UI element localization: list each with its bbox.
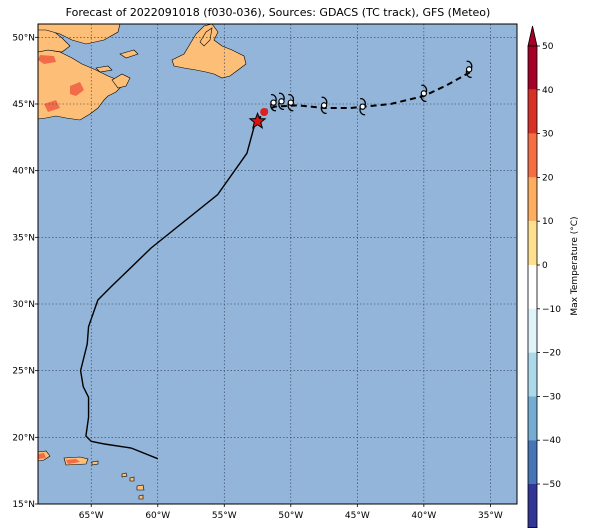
lat-tick-label: 35°N: [12, 233, 35, 243]
colorbar-tick-label: 10: [542, 217, 554, 227]
colorbar-extend-max: [527, 25, 538, 47]
land-leeward-3: [136, 484, 145, 491]
lat-tick-label: 15°N: [12, 500, 35, 510]
colorbar-tick-label: 20: [542, 173, 554, 183]
lon-tick-label: 40°W: [411, 511, 436, 521]
lon-tick-label: 35°W: [478, 511, 503, 521]
forecast-position-marker: [260, 108, 269, 116]
axis-ticks: 65°W 60°W 55°W 50°W 45°W 40°W 35°W 15°N 20°N 25°N…: [12, 33, 503, 521]
lat-tick-label: 45°N: [12, 100, 35, 110]
lon-tick-label: 65°W: [79, 511, 104, 521]
hurricane-symbol: [465, 60, 473, 78]
colorbar-segment: [528, 484, 537, 528]
land-leeward-1: [121, 472, 128, 478]
colorbar-tick-label: −10: [542, 305, 561, 315]
colorbar-segment: [528, 221, 537, 265]
colorbar-tick-label: 0: [542, 261, 548, 271]
warm-patch-5: [38, 453, 46, 459]
colorbar-segment: [528, 133, 537, 178]
colorbar-segment: [528, 265, 537, 309]
colorbar-tick-label: −30: [542, 392, 561, 402]
land-layer: [38, 24, 247, 500]
colorbar-segment: [528, 89, 537, 134]
land-nf-peninsula: [199, 27, 213, 47]
lon-tick-label: 45°W: [345, 511, 370, 521]
hurricane-symbol: [359, 98, 366, 116]
hurricane-symbol: [270, 94, 277, 112]
temperature-colorbar: 50 40 30 20 10 0 −10 −20 −30 −40 −50: [527, 25, 561, 528]
colorbar-tick-label: 30: [542, 130, 554, 140]
land-anticosti: [119, 49, 139, 59]
land-newfoundland: [171, 24, 247, 79]
lon-tick-label: 55°W: [212, 511, 237, 521]
land-leeward-4: [138, 494, 144, 500]
colorbar-label: Max Temperature (°C): [570, 216, 580, 315]
ocean-background: [38, 24, 517, 504]
lon-tick-label: 60°W: [145, 511, 170, 521]
map-title: Forecast of 2022091018 (f030-036), Sourc…: [65, 6, 491, 19]
colorbar-segment: [528, 177, 537, 222]
hurricane-symbol: [420, 84, 428, 102]
storm-track: [79, 60, 473, 460]
warm-patch-3: [44, 100, 60, 112]
past-track-line: [79, 123, 256, 460]
land-gaspe: [38, 24, 121, 45]
colorbar-segment: [528, 46, 537, 90]
warm-patch-4: [66, 459, 80, 464]
lon-tick-label: 50°W: [278, 511, 303, 521]
land-islands-east: [91, 460, 99, 466]
colorbar-tick-label: −20: [542, 349, 561, 359]
colorbar-tick-label: 40: [542, 86, 554, 96]
lat-tick-label: 40°N: [12, 167, 35, 177]
colorbar-tick-label: −50: [542, 480, 561, 490]
hurricane-symbol: [320, 96, 328, 114]
lat-tick-label: 30°N: [12, 300, 35, 310]
warm-patch-1: [38, 55, 56, 64]
colorbar-segment: [528, 308, 537, 353]
colorbar-segment: [528, 352, 537, 397]
colorbar-tick-label: −40: [542, 436, 561, 446]
lat-tick-label: 20°N: [12, 433, 35, 443]
colorbar-segment: [528, 396, 537, 441]
land-pei: [95, 65, 113, 73]
lat-tick-label: 50°N: [12, 33, 35, 43]
lat-tick-label: 25°N: [12, 367, 35, 377]
map-frame: [37, 23, 518, 505]
colorbar-tick-label: 50: [542, 42, 554, 52]
hurricane-symbol: [278, 92, 285, 110]
warm-patch-2: [70, 82, 84, 96]
land-leeward-2: [129, 476, 135, 482]
current-position-star: [248, 111, 267, 129]
gridlines: [38, 24, 517, 505]
land-cape-breton: [111, 73, 131, 89]
hurricane-symbol: [287, 94, 295, 112]
colorbar-segment: [528, 440, 537, 484]
